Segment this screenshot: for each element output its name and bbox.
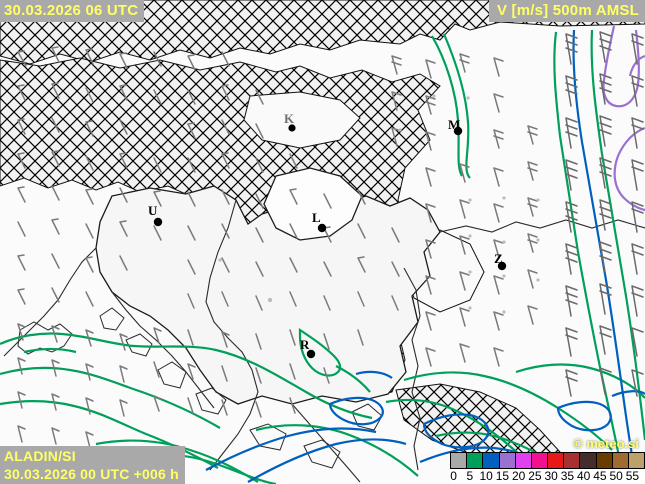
coastline-and-islands: [17, 307, 383, 469]
colorbar-swatch-40: [580, 453, 597, 468]
colorbar-tick: 30: [544, 469, 558, 483]
city-label-zagreb: Z: [494, 251, 503, 266]
country-borders: [3, 199, 645, 483]
colorbar-tick: 45: [593, 469, 607, 483]
colorbar-swatches: [450, 452, 645, 469]
city-label-maribor: M: [448, 117, 461, 132]
valid-time-label: 30.03.2026 06 UTC: [0, 0, 145, 22]
colorbar-swatch-20: [515, 453, 532, 468]
model-info-panel: ALADIN/SI 30.03.2026 00 UTC +006 h: [0, 446, 185, 484]
city-label-udine: U: [148, 203, 158, 218]
colorbar-tick: 5: [466, 469, 474, 483]
field-title-label: V [m/s] 500m AMSL: [488, 0, 645, 22]
model-run-label: 30.03.2026 00 UTC +006 h: [4, 466, 179, 482]
colorbar-tick: 50: [609, 469, 623, 483]
colorbar-tick: 35: [560, 469, 575, 483]
colorbar-swatch-25: [531, 453, 549, 468]
colorbar-swatch-0: [451, 453, 468, 468]
wind-barbs: [17, 31, 644, 449]
city-label-ljubljana: L: [312, 210, 321, 225]
colorbar-tick: 10: [479, 469, 493, 483]
colorbar-swatch-5: [467, 453, 484, 468]
city-label-klagenfurt: K: [284, 111, 295, 126]
grid-point-dots: [218, 94, 540, 314]
colorbar-tick: 25: [528, 469, 542, 483]
isotach-5ms: [0, 29, 645, 484]
colorbar-swatch-50: [612, 453, 629, 468]
city-label-rijeka: R: [300, 337, 310, 352]
colorbar-tick: 15: [495, 469, 510, 483]
model-name-label: ALADIN/SI: [4, 448, 76, 464]
colorbar-tick: 0: [450, 469, 457, 483]
copyright-label: © meteo.si: [573, 436, 639, 451]
lowland-regions: [95, 167, 441, 405]
city-marker-zagreb: [497, 261, 507, 271]
city-marker-ljubljana: [317, 223, 327, 233]
colorbar-tick: 20: [511, 469, 526, 483]
colorbar-swatch-30: [548, 453, 565, 468]
colorbar-swatch-45: [596, 453, 613, 468]
city-marker-klagenfurt: [288, 124, 296, 132]
city-marker-rijeka: [306, 349, 316, 359]
colorbar-swatch-10: [483, 453, 500, 468]
colorbar-tick-labels: 0 5 10 15 20 25 30 35 40 45 50 55: [450, 469, 645, 484]
isotach-15ms: [602, 25, 645, 212]
colorbar-tick: 55: [625, 469, 640, 483]
colorbar-tick: 40: [576, 469, 591, 483]
city-marker-maribor: [453, 126, 463, 136]
colorbar-legend: 0 5 10 15 20 25 30 35 40 45 50 55: [450, 452, 645, 484]
city-markers: [153, 124, 507, 359]
city-marker-udine: [153, 217, 163, 227]
colorbar-swatch-15: [499, 453, 516, 468]
colorbar-swatch-35: [564, 453, 581, 468]
colorbar-swatch-55: [628, 453, 645, 468]
